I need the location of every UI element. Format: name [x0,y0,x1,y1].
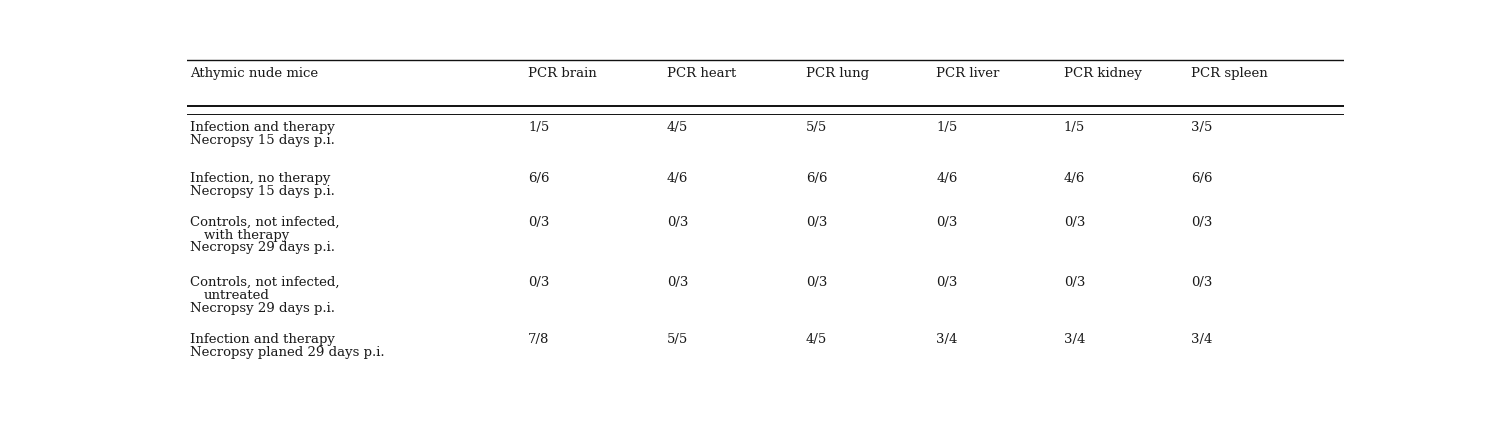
Text: 1/5: 1/5 [936,122,957,135]
Text: 0/3: 0/3 [936,216,959,229]
Text: 0/3: 0/3 [1063,276,1085,289]
Text: 4/6: 4/6 [936,172,959,185]
Text: Necropsy 29 days p.i.: Necropsy 29 days p.i. [190,241,334,254]
Text: 3/5: 3/5 [1191,122,1212,135]
Text: PCR heart: PCR heart [667,67,736,80]
Text: PCR liver: PCR liver [936,67,1000,80]
Text: 6/6: 6/6 [1191,172,1212,185]
Text: 0/3: 0/3 [806,216,827,229]
Text: Infection and therapy: Infection and therapy [190,333,334,346]
Text: 0/3: 0/3 [667,276,688,289]
Text: 0/3: 0/3 [936,276,959,289]
Text: 5/5: 5/5 [667,333,688,346]
Text: Controls, not infected,: Controls, not infected, [190,276,339,289]
Text: PCR brain: PCR brain [529,67,597,80]
Text: 3/4: 3/4 [1063,333,1085,346]
Text: Necropsy 15 days p.i.: Necropsy 15 days p.i. [190,185,334,198]
Text: 4/6: 4/6 [667,172,688,185]
Text: Controls, not infected,: Controls, not infected, [190,216,339,229]
Text: Necropsy 29 days p.i.: Necropsy 29 days p.i. [190,302,334,314]
Text: 7/8: 7/8 [529,333,549,346]
Text: 1/5: 1/5 [529,122,549,135]
Text: untreated: untreated [205,289,270,302]
Text: 0/3: 0/3 [1191,216,1212,229]
Text: PCR spleen: PCR spleen [1191,67,1268,80]
Text: Necropsy planed 29 days p.i.: Necropsy planed 29 days p.i. [190,346,385,359]
Text: 6/6: 6/6 [529,172,549,185]
Text: 0/3: 0/3 [529,276,549,289]
Text: 4/6: 4/6 [1063,172,1085,185]
Text: with therapy: with therapy [205,229,290,241]
Text: 6/6: 6/6 [806,172,827,185]
Text: 0/3: 0/3 [667,216,688,229]
Text: 0/3: 0/3 [1191,276,1212,289]
Text: 0/3: 0/3 [529,216,549,229]
Text: Athymic nude mice: Athymic nude mice [190,67,318,80]
Text: 3/4: 3/4 [1191,333,1212,346]
Text: 3/4: 3/4 [936,333,959,346]
Text: 1/5: 1/5 [1063,122,1085,135]
Text: 0/3: 0/3 [806,276,827,289]
Text: 4/5: 4/5 [806,333,827,346]
Text: PCR kidney: PCR kidney [1063,67,1142,80]
Text: Infection, no therapy: Infection, no therapy [190,172,330,185]
Text: 4/5: 4/5 [667,122,688,135]
Text: Necropsy 15 days p.i.: Necropsy 15 days p.i. [190,134,334,147]
Text: 0/3: 0/3 [1063,216,1085,229]
Text: 5/5: 5/5 [806,122,827,135]
Text: Infection and therapy: Infection and therapy [190,122,334,135]
Text: PCR lung: PCR lung [806,67,869,80]
